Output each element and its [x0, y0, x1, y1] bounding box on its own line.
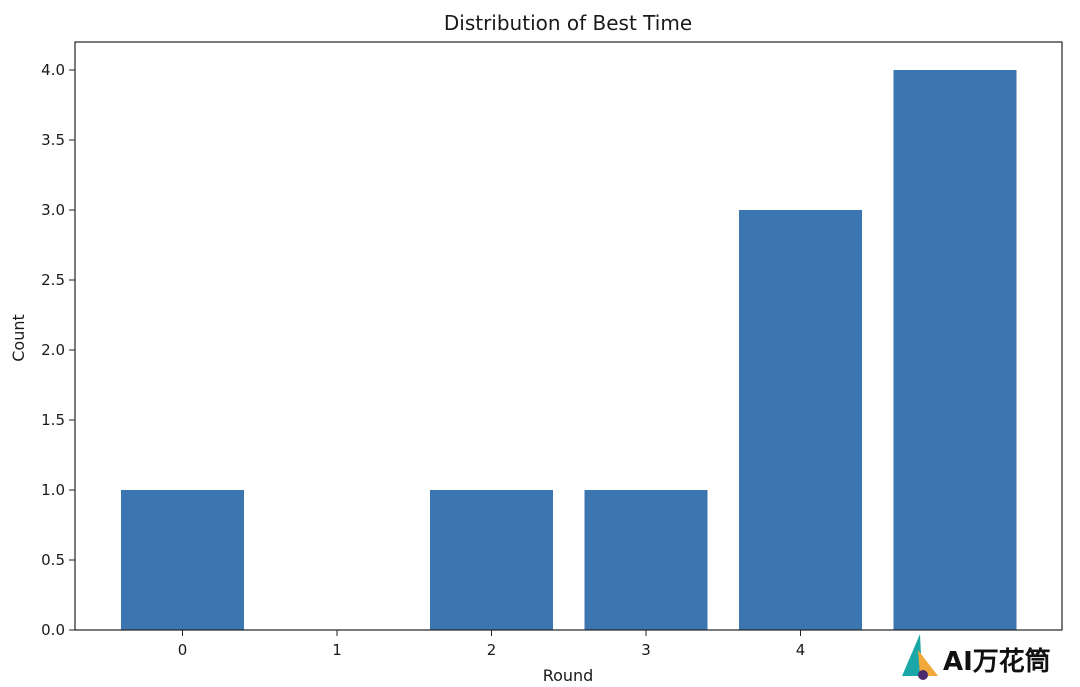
- x-tick-label: 2: [487, 641, 497, 659]
- watermark-sail-orange: [918, 650, 938, 676]
- bars-group: [121, 70, 1017, 630]
- y-tick-label: 1.5: [41, 411, 65, 429]
- x-axis-title: Round: [543, 666, 594, 685]
- x-tick-label: 4: [796, 641, 806, 659]
- watermark-text: AI万花筒: [943, 646, 1051, 677]
- bar-round-5: [893, 70, 1017, 630]
- y-tick-label: 3.0: [41, 201, 65, 219]
- y-tick-label: 2.5: [41, 271, 65, 289]
- y-tick-label: 4.0: [41, 61, 65, 79]
- y-axis-ticks: 0.0 0.5 1.0 1.5 2.0 2.5 3.0 3.5 4.0: [41, 61, 75, 639]
- x-tick-label: 3: [641, 641, 651, 659]
- x-tick-label: 1: [332, 641, 342, 659]
- y-tick-label: 0.0: [41, 621, 65, 639]
- y-tick-label: 2.0: [41, 341, 65, 359]
- bar-round-2: [430, 490, 553, 630]
- y-tick-label: 3.5: [41, 131, 65, 149]
- y-axis-title: Count: [9, 314, 28, 362]
- plot-frame: [74, 41, 1063, 631]
- watermark-dot: [918, 670, 928, 680]
- x-tick-label: 0: [178, 641, 188, 659]
- watermark-logo: AI万花筒: [878, 631, 1068, 687]
- bar-round-3: [584, 490, 708, 630]
- bar-round-0: [121, 490, 244, 630]
- chart-title: Distribution of Best Time: [444, 11, 692, 35]
- watermark-sail-teal: [902, 634, 922, 676]
- x-axis-ticks: 0 1 2 3 4: [178, 630, 806, 659]
- y-tick-label: 0.5: [41, 551, 65, 569]
- y-tick-label: 1.0: [41, 481, 65, 499]
- bar-round-4: [739, 210, 862, 630]
